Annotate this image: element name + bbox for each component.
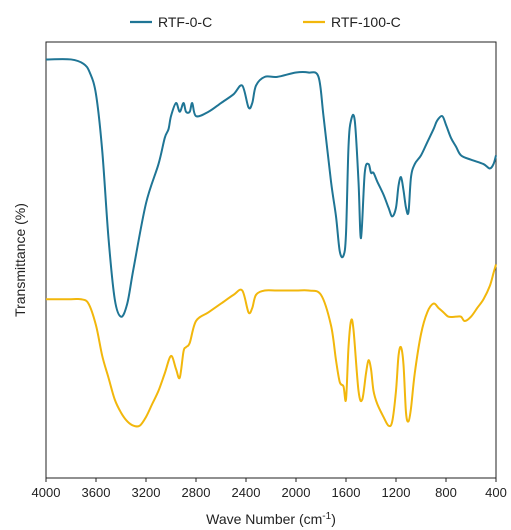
y-axis-title: Transmittance (%) (12, 203, 28, 317)
series-line-rtf-100-c (45, 264, 497, 428)
x-tick-label: 3200 (132, 485, 161, 500)
plot-area-frame (45, 41, 497, 479)
series-line-rtf-0-c (45, 58, 497, 318)
x-tick-label: 3600 (82, 485, 111, 500)
series-layer (45, 58, 497, 428)
x-axis-title: Wave Number (cm-1) (206, 511, 336, 527)
x-tick-label: 800 (435, 485, 457, 500)
x-tick-label: 400 (485, 485, 507, 500)
x-tick-label: 1200 (382, 485, 411, 500)
x-tick-label: 1600 (332, 485, 361, 500)
x-tick-label: 2000 (282, 485, 311, 500)
x-tick-label: 4000 (32, 485, 61, 500)
x-tick-label: 2400 (232, 485, 261, 500)
legend-label-rtf-100-c: RTF-100-C (331, 14, 401, 30)
legend: RTF-0-C RTF-100-C (130, 14, 401, 30)
x-tick-label: 2800 (182, 485, 211, 500)
x-axis-ticks: 4000 3600 3200 2800 2400 2000 1600 1200 800 400 (32, 478, 507, 500)
legend-label-rtf-0-c: RTF-0-C (158, 14, 212, 30)
